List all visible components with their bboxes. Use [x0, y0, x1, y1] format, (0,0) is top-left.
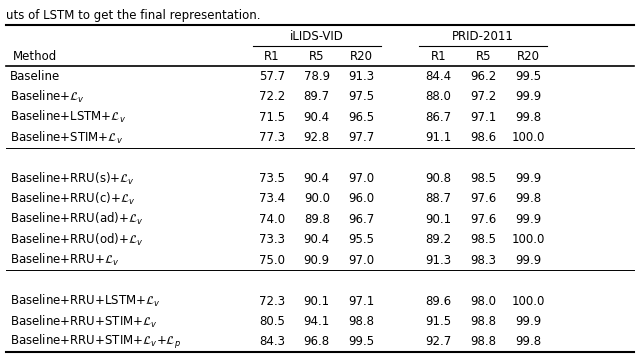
- Text: Method: Method: [13, 49, 57, 62]
- Text: 99.5: 99.5: [515, 70, 541, 83]
- Text: Baseline+RRU(s)+$\mathcal{L}_v$: Baseline+RRU(s)+$\mathcal{L}_v$: [10, 171, 134, 187]
- Text: 92.8: 92.8: [304, 131, 330, 144]
- Text: 91.1: 91.1: [425, 131, 452, 144]
- Text: 99.9: 99.9: [515, 213, 541, 226]
- Text: 90.4: 90.4: [304, 172, 330, 185]
- Text: Baseline+$\mathcal{L}_v$: Baseline+$\mathcal{L}_v$: [10, 89, 84, 105]
- Text: 98.8: 98.8: [349, 315, 374, 328]
- Text: 98.5: 98.5: [470, 172, 496, 185]
- Text: 89.7: 89.7: [304, 90, 330, 103]
- Text: R1: R1: [431, 49, 446, 62]
- Text: 91.3: 91.3: [426, 254, 451, 267]
- Text: Baseline+RRU+STIM+$\mathcal{L}_v$+$\mathcal{L}_p$: Baseline+RRU+STIM+$\mathcal{L}_v$+$\math…: [10, 333, 180, 351]
- Text: 92.7: 92.7: [425, 335, 452, 348]
- Text: 73.4: 73.4: [259, 192, 285, 205]
- Text: 99.9: 99.9: [515, 90, 541, 103]
- Text: uts of LSTM to get the final representation.: uts of LSTM to get the final representat…: [6, 9, 261, 22]
- Text: 57.7: 57.7: [259, 70, 285, 83]
- Text: 98.3: 98.3: [470, 254, 496, 267]
- Text: Baseline+RRU+$\mathcal{L}_v$: Baseline+RRU+$\mathcal{L}_v$: [10, 252, 119, 268]
- Text: 90.8: 90.8: [426, 172, 451, 185]
- Text: 99.8: 99.8: [515, 335, 541, 348]
- Text: R5: R5: [476, 49, 491, 62]
- Text: 72.2: 72.2: [259, 90, 285, 103]
- Text: 90.4: 90.4: [304, 111, 330, 124]
- Text: R20: R20: [516, 49, 540, 62]
- Text: 90.1: 90.1: [304, 294, 330, 307]
- Text: 96.8: 96.8: [304, 335, 330, 348]
- Text: 78.9: 78.9: [304, 70, 330, 83]
- Text: 90.9: 90.9: [304, 254, 330, 267]
- Text: 88.0: 88.0: [426, 90, 451, 103]
- Text: R1: R1: [264, 49, 280, 62]
- Text: Baseline+RRU(c)+$\mathcal{L}_v$: Baseline+RRU(c)+$\mathcal{L}_v$: [10, 191, 135, 207]
- Text: 96.7: 96.7: [348, 213, 375, 226]
- Text: 95.5: 95.5: [349, 233, 374, 246]
- Text: 96.2: 96.2: [470, 70, 497, 83]
- Text: 71.5: 71.5: [259, 111, 285, 124]
- Text: 98.8: 98.8: [470, 315, 496, 328]
- Text: 98.6: 98.6: [470, 131, 496, 144]
- Text: 88.7: 88.7: [426, 192, 451, 205]
- Text: iLIDS-VID: iLIDS-VID: [290, 30, 344, 43]
- Text: 84.3: 84.3: [259, 335, 285, 348]
- Text: 99.5: 99.5: [349, 335, 374, 348]
- Text: 97.0: 97.0: [349, 172, 374, 185]
- Text: 96.0: 96.0: [349, 192, 374, 205]
- Text: 98.5: 98.5: [470, 233, 496, 246]
- Text: 97.1: 97.1: [348, 294, 375, 307]
- Text: 97.7: 97.7: [348, 131, 375, 144]
- Text: 99.9: 99.9: [515, 172, 541, 185]
- Text: 98.8: 98.8: [470, 335, 496, 348]
- Text: 89.8: 89.8: [304, 213, 330, 226]
- Text: 80.5: 80.5: [259, 315, 285, 328]
- Text: 98.0: 98.0: [470, 294, 496, 307]
- Text: 97.6: 97.6: [470, 213, 497, 226]
- Text: PRID-2011: PRID-2011: [452, 30, 514, 43]
- Text: Baseline+RRU+STIM+$\mathcal{L}_v$: Baseline+RRU+STIM+$\mathcal{L}_v$: [10, 313, 157, 330]
- Text: 99.9: 99.9: [515, 254, 541, 267]
- Text: 75.0: 75.0: [259, 254, 285, 267]
- Text: 90.0: 90.0: [304, 192, 330, 205]
- Text: 86.7: 86.7: [426, 111, 451, 124]
- Text: 100.0: 100.0: [511, 233, 545, 246]
- Text: Baseline+RRU(ad)+$\mathcal{L}_v$: Baseline+RRU(ad)+$\mathcal{L}_v$: [10, 211, 143, 228]
- Text: 73.3: 73.3: [259, 233, 285, 246]
- Text: 74.0: 74.0: [259, 213, 285, 226]
- Text: 91.5: 91.5: [426, 315, 451, 328]
- Text: 96.5: 96.5: [349, 111, 374, 124]
- Text: 72.3: 72.3: [259, 294, 285, 307]
- Text: 97.2: 97.2: [470, 90, 497, 103]
- Text: 89.6: 89.6: [426, 294, 451, 307]
- Text: R20: R20: [350, 49, 373, 62]
- Text: 90.4: 90.4: [304, 233, 330, 246]
- Text: 91.3: 91.3: [349, 70, 374, 83]
- Text: Baseline+LSTM+$\mathcal{L}_v$: Baseline+LSTM+$\mathcal{L}_v$: [10, 109, 125, 125]
- Text: 99.8: 99.8: [515, 192, 541, 205]
- Text: 97.6: 97.6: [470, 192, 497, 205]
- Text: 100.0: 100.0: [511, 131, 545, 144]
- Text: Baseline+STIM+$\mathcal{L}_v$: Baseline+STIM+$\mathcal{L}_v$: [10, 130, 123, 146]
- Text: 84.4: 84.4: [426, 70, 451, 83]
- Text: 89.2: 89.2: [426, 233, 451, 246]
- Text: 99.9: 99.9: [515, 315, 541, 328]
- Text: 77.3: 77.3: [259, 131, 285, 144]
- Text: 97.5: 97.5: [349, 90, 374, 103]
- Text: 99.8: 99.8: [515, 111, 541, 124]
- Text: 100.0: 100.0: [511, 294, 545, 307]
- Text: 97.0: 97.0: [349, 254, 374, 267]
- Text: R5: R5: [309, 49, 324, 62]
- Text: 94.1: 94.1: [303, 315, 330, 328]
- Text: Baseline+RRU(od)+$\mathcal{L}_v$: Baseline+RRU(od)+$\mathcal{L}_v$: [10, 232, 143, 248]
- Text: 73.5: 73.5: [259, 172, 285, 185]
- Text: 97.1: 97.1: [470, 111, 497, 124]
- Text: 90.1: 90.1: [426, 213, 451, 226]
- Text: Baseline+RRU+LSTM+$\mathcal{L}_v$: Baseline+RRU+LSTM+$\mathcal{L}_v$: [10, 293, 161, 309]
- Text: Baseline: Baseline: [10, 70, 60, 83]
